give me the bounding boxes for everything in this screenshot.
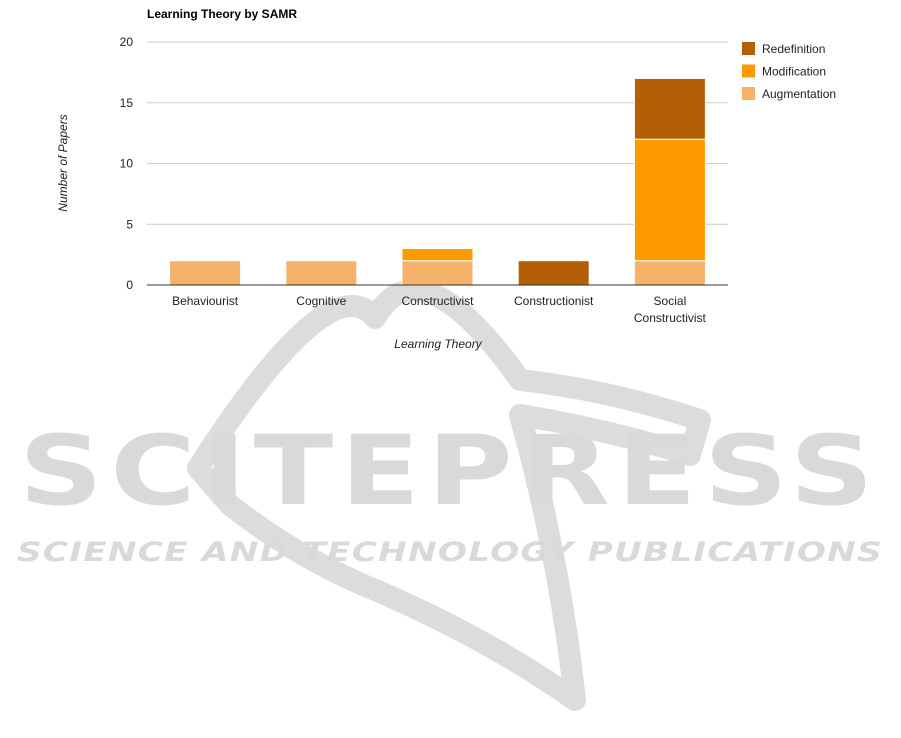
y-tick-label: 20 (120, 35, 134, 49)
bar-modification (633, 138, 706, 262)
legend-swatch (742, 42, 755, 55)
y-axis-title: Number of Papers (56, 114, 70, 211)
x-tick-label: Behaviourist (172, 294, 239, 308)
x-axis-title: Learning Theory (394, 337, 482, 351)
bar-augmentation (285, 260, 358, 286)
legend-label: Augmentation (762, 87, 836, 101)
legend-label: Modification (762, 65, 826, 79)
y-tick-label: 15 (120, 96, 134, 110)
y-tick-label: 10 (120, 157, 134, 171)
x-tick-label: Constructivist (401, 294, 474, 308)
watermark-subtitle: SCIENCE AND TECHNOLOGY PUBLICATIONS (17, 537, 883, 568)
x-tick-label: Social (654, 294, 687, 308)
bar-augmentation (401, 260, 474, 286)
watermark-book-logo (187, 279, 711, 711)
x-tick-label: Constructivist (634, 311, 707, 325)
legend: Redefinition Modification Augmentation (742, 42, 836, 101)
y-tick-label: 0 (126, 278, 133, 292)
x-tick-label: Constructionist (514, 294, 594, 308)
legend-label: Redefinition (762, 42, 825, 56)
bar-modification (401, 248, 474, 262)
chart-title: Learning Theory by SAMR (147, 7, 297, 21)
scitepress-watermark: SCITEPRESS SCIENCE AND TECHNOLOGY PUBLIC… (17, 279, 883, 711)
watermark-title: SCITEPRESS (19, 415, 881, 527)
y-tick-label: 5 (126, 217, 133, 231)
legend-swatch (742, 64, 755, 78)
bars (169, 77, 706, 286)
x-tick-label: Cognitive (296, 294, 346, 308)
gridlines (147, 41, 728, 225)
bar-redefinition (517, 260, 590, 286)
legend-swatch (742, 87, 755, 100)
x-axis-ticks: Behaviourist Cognitive Constructivist Const… (172, 294, 706, 325)
bar-augmentation (633, 260, 706, 286)
bar-redefinition (633, 77, 706, 140)
y-axis-ticks: 0 5 10 15 20 (120, 35, 134, 292)
bar-augmentation (169, 260, 242, 286)
